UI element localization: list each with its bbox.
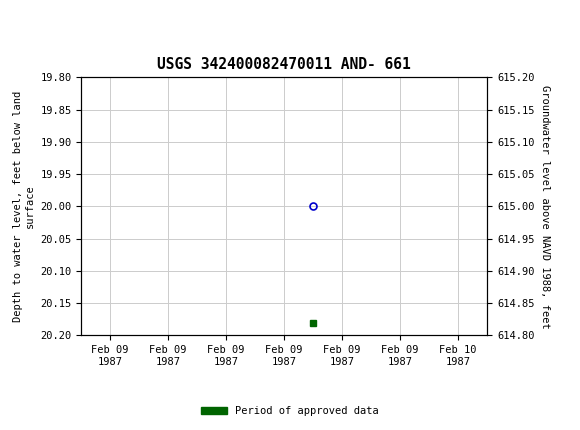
Title: USGS 342400082470011 AND- 661: USGS 342400082470011 AND- 661	[157, 57, 411, 72]
Y-axis label: Groundwater level above NAVD 1988, feet: Groundwater level above NAVD 1988, feet	[540, 85, 550, 328]
Legend: Period of approved data: Period of approved data	[197, 402, 383, 421]
Y-axis label: Depth to water level, feet below land
surface: Depth to water level, feet below land su…	[13, 91, 35, 322]
Text: ≡USGS: ≡USGS	[17, 10, 93, 29]
